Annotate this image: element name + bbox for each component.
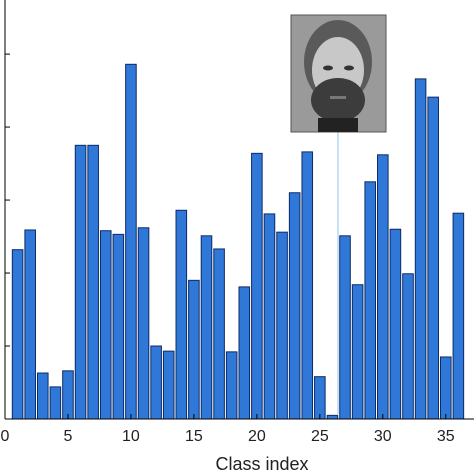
bar [414,78,427,420]
bar [200,235,213,420]
bar [402,273,414,420]
beard [311,78,365,122]
bar [326,414,339,420]
bar [351,284,364,420]
bar [112,233,125,420]
bar [11,249,24,420]
bar [213,248,225,420]
x-tick-label: 20 [248,428,266,445]
x-axis-label: Class index [215,454,308,474]
bar [276,231,288,420]
eye-right [344,65,354,71]
bar [427,96,439,420]
bar [301,151,314,420]
bar [150,345,162,420]
bar [87,144,99,420]
bar [339,235,351,420]
neck [318,118,358,132]
bar [263,213,276,420]
x-tick-label: 10 [122,428,140,445]
bar [49,386,62,420]
x-tick-label: 35 [437,428,455,445]
bar [36,372,49,420]
bar [238,286,251,420]
x-tick-label: 0 [1,428,10,445]
bar [74,144,87,420]
bar [188,279,200,420]
eye-left [323,65,333,71]
bar [439,356,452,420]
face-image [290,14,387,133]
x-tick-label: 30 [374,428,392,445]
bar [364,181,377,420]
bar [162,350,175,420]
bar [62,370,74,420]
bar [389,228,402,420]
bar [125,63,137,420]
bar [225,351,238,420]
bar [314,376,326,420]
bar [452,212,465,420]
bar [377,154,389,420]
bar [251,152,263,420]
bar [99,230,112,420]
x-tick-label: 5 [64,428,73,445]
x-tick-label: 15 [185,428,203,445]
x-tick-label: 25 [311,428,329,445]
bar [24,229,36,420]
bar [137,227,150,420]
mouth [330,96,346,99]
bar [288,192,301,420]
bar [175,209,188,420]
